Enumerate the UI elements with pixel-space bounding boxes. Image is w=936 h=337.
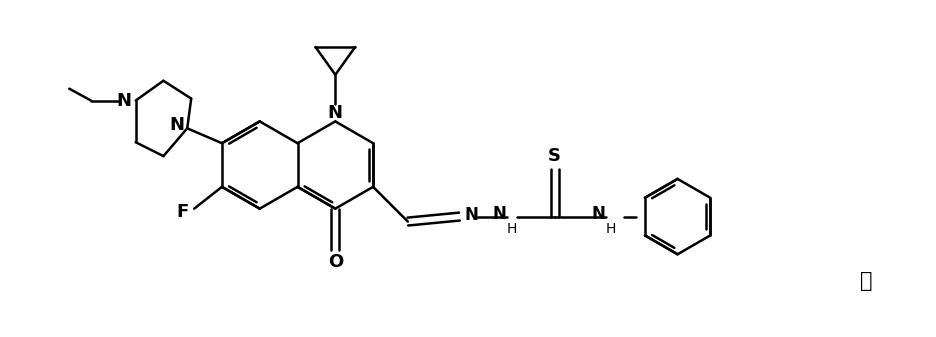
Text: N: N <box>169 116 184 134</box>
Text: 或: 或 <box>859 271 872 291</box>
Text: N: N <box>491 205 505 223</box>
Text: N: N <box>464 206 477 224</box>
Text: F: F <box>176 203 188 221</box>
Text: N: N <box>328 104 343 122</box>
Text: S: S <box>548 147 561 165</box>
Text: H: H <box>506 221 517 236</box>
Text: O: O <box>328 253 343 271</box>
Text: H: H <box>606 221 616 236</box>
Text: N: N <box>591 205 605 223</box>
Text: N: N <box>116 92 131 110</box>
